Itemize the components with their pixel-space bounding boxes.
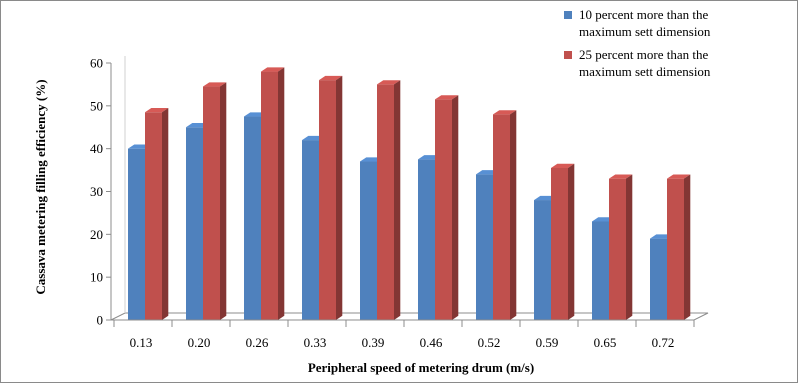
x-tick-label: 0.59	[536, 335, 559, 350]
bar-side	[394, 80, 401, 320]
bar-front	[128, 148, 145, 320]
y-axis: 0 10 20 30 40 50 60	[90, 56, 112, 328]
y-tick-label: 50	[90, 98, 103, 113]
bar-top	[551, 163, 575, 168]
legend-label: maximum sett dimension	[579, 64, 711, 79]
bar-front	[650, 238, 667, 320]
bar-side	[278, 67, 285, 320]
bar-top	[435, 95, 459, 100]
x-tick-label: 0.33	[304, 335, 327, 350]
bar-front	[418, 159, 435, 320]
bar-top	[203, 82, 227, 87]
bar-front	[360, 161, 377, 320]
bar-side	[162, 108, 169, 320]
bar-top	[261, 67, 285, 72]
bar-front	[493, 114, 510, 321]
bar-front	[319, 80, 336, 320]
bar-top	[609, 174, 633, 179]
bar-front	[476, 174, 493, 320]
bar-series2	[261, 67, 285, 320]
bar-front	[592, 221, 609, 320]
bar-series2	[145, 108, 169, 320]
bar-front	[667, 178, 684, 320]
y-tick-label: 40	[90, 141, 103, 156]
x-tick-label: 0.13	[130, 335, 153, 350]
bar-side	[510, 110, 517, 320]
y-tick-label: 0	[97, 313, 104, 328]
bar-front	[302, 140, 319, 320]
bar-side	[452, 95, 459, 320]
bar-top	[493, 110, 517, 115]
y-tick-label: 30	[90, 184, 103, 199]
legend-label: 10 percent more than the	[579, 7, 708, 22]
bar-front	[203, 86, 220, 320]
x-axis: 0.13 0.20 0.26 0.33 0.39 0.46 0.52 0.59 0.65 0.72	[111, 319, 695, 350]
bars	[128, 67, 691, 321]
legend: 10 percent more than the maximum sett dim…	[564, 7, 711, 79]
bar-series2	[203, 82, 227, 320]
bar-series2	[551, 163, 575, 320]
legend-item-series2: 25 percent more than the maximum sett dim…	[564, 47, 711, 79]
legend-swatch	[564, 11, 572, 19]
y-tick-label: 60	[90, 56, 103, 71]
bar-front	[534, 200, 551, 320]
bar-front	[145, 112, 162, 320]
x-axis-title: Peripheral speed of metering drum (m/s)	[308, 360, 534, 375]
legend-label: 25 percent more than the	[579, 47, 708, 62]
x-tick-label: 0.52	[478, 335, 501, 350]
bar-front	[244, 116, 261, 321]
bar-top	[145, 108, 169, 113]
legend-label: maximum sett dimension	[579, 24, 711, 39]
bar-front	[261, 71, 278, 320]
bar-front	[186, 127, 203, 320]
legend-swatch	[564, 51, 572, 59]
bar-top	[667, 174, 691, 179]
bar-series2	[377, 80, 401, 321]
bar-top	[377, 80, 401, 85]
bar-front	[377, 84, 394, 321]
bar-side	[220, 82, 227, 320]
bar-top	[319, 75, 343, 81]
x-tick-label: 0.65	[594, 335, 617, 350]
bar-series2	[667, 174, 691, 320]
x-tick-label: 0.72	[652, 335, 675, 350]
bar-side	[336, 75, 343, 320]
bar-side	[626, 174, 633, 320]
x-tick-label: 0.39	[362, 335, 385, 350]
x-tick-label: 0.26	[246, 335, 269, 350]
bar-series2	[435, 95, 459, 321]
bar-side	[684, 174, 691, 320]
bar-side	[568, 163, 575, 320]
legend-item-series1: 10 percent more than the maximum sett dim…	[564, 7, 711, 39]
y-tick-label: 20	[90, 227, 103, 242]
bar-series2	[609, 174, 633, 320]
x-tick-label: 0.20	[188, 335, 211, 350]
bar-front	[551, 167, 568, 320]
bar-front	[435, 99, 452, 321]
y-axis-title: Cassava metering filling efficiency (%)	[33, 79, 48, 294]
bar-series2	[319, 75, 343, 320]
x-tick-label: 0.46	[420, 335, 443, 350]
y-tick-label: 10	[90, 270, 103, 285]
bar-front	[609, 178, 626, 320]
bar-series2	[493, 110, 517, 321]
